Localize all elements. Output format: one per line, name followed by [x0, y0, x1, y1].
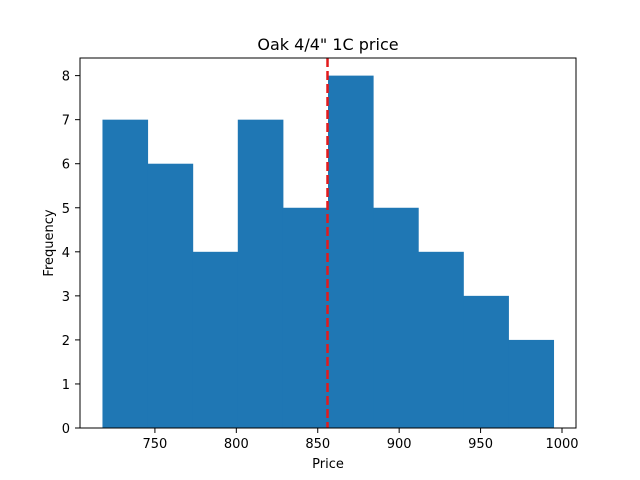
y-tick-label: 8: [62, 70, 70, 85]
x-tick-label: 900: [387, 437, 412, 452]
y-tick-label: 6: [62, 158, 70, 173]
histogram-bar-2: [147, 163, 194, 428]
y-tick-label: 1: [62, 378, 70, 393]
histogram-bar-4: [237, 119, 284, 429]
y-tick-label: 5: [62, 202, 70, 217]
y-axis-label: Frequency: [42, 209, 57, 276]
plot-frame: [79, 57, 577, 429]
x-axis-ticks: 750 800 850 900 950 1000: [142, 428, 579, 452]
x-tick-label: 800: [224, 437, 249, 452]
x-tick-label: 750: [142, 437, 167, 452]
histogram-bar-7: [373, 207, 419, 428]
histogram-bar-9: [463, 295, 509, 428]
chart-title: Oak 4/4" 1C price: [257, 35, 398, 54]
x-axis-label: Price: [312, 457, 344, 472]
x-tick-label: 1000: [545, 437, 578, 452]
y-axis-ticks: 0 1 2 3 4 5 6 7 8: [62, 70, 80, 437]
y-tick-label: 4: [62, 246, 70, 261]
x-tick-label: 950: [468, 437, 493, 452]
histogram-bar-1: [102, 119, 149, 429]
histogram-bar-6: [328, 75, 374, 428]
x-tick-label: 850: [305, 437, 330, 452]
y-tick-label: 0: [62, 422, 70, 437]
histogram-bar-3: [192, 251, 239, 428]
y-tick-label: 2: [62, 334, 70, 349]
histogram-bar-10: [508, 339, 555, 428]
histogram-bar-5: [282, 207, 329, 428]
bars-group: [102, 75, 555, 429]
y-tick-label: 3: [62, 290, 70, 305]
histogram-bar-8: [418, 251, 464, 428]
y-tick-label: 7: [62, 114, 70, 129]
